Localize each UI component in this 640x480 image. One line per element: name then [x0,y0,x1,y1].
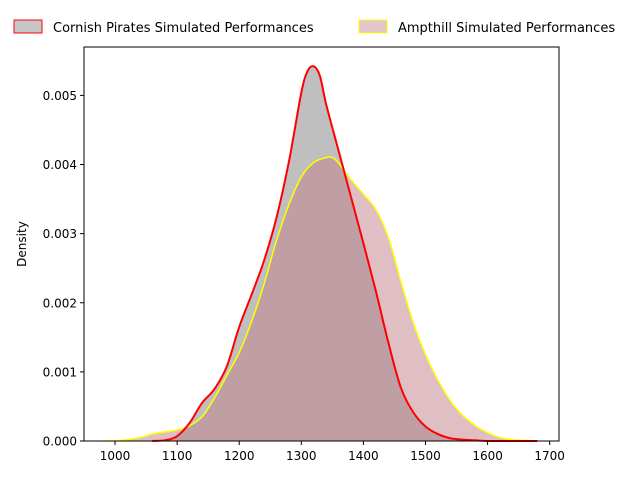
x-tick-label: 1000 [100,449,131,463]
legend-label-cornish-pirates: Cornish Pirates Simulated Performances [53,21,314,36]
x-tick-label: 1400 [348,449,379,463]
plot-frame [83,46,560,442]
density-line-cornish-pirates-simulated-performances [152,65,538,442]
legend-swatch-ampthill [358,19,388,34]
chart-legend: Cornish Pirates Simulated Performances A… [13,19,615,36]
y-tick-label: 0.002 [43,296,77,310]
x-tick-label: 1700 [534,449,565,463]
plot-area [102,65,538,442]
area-fill-ampthill-simulated-performances [102,156,538,442]
x-tick-label: 1300 [286,449,317,463]
y-axis-label: Density [15,221,29,267]
x-tick-label: 1600 [472,449,503,463]
x-axis: 1000 1100 1200 1300 1400 1500 1600 1700 [100,441,565,463]
y-tick-label: 0.004 [43,158,77,172]
y-tick-label: 0.003 [43,227,77,241]
x-tick-label: 1200 [224,449,255,463]
x-tick-label: 1500 [410,449,441,463]
x-tick-label: 1100 [162,449,193,463]
legend-entry-ampthill[interactable]: Ampthill Simulated Performances [358,19,615,36]
y-tick-label: 0.001 [43,365,77,379]
legend-label-ampthill: Ampthill Simulated Performances [398,21,615,36]
y-tick-label: 0.000 [43,435,77,449]
y-axis: 0.000 0.001 0.002 0.003 0.004 0.005 [43,89,84,449]
legend-swatch-cornish-pirates [13,19,43,34]
legend-entry-cornish-pirates[interactable]: Cornish Pirates Simulated Performances [13,19,314,36]
y-tick-label: 0.005 [43,89,77,103]
density-line-ampthill-simulated-performances [102,156,538,442]
